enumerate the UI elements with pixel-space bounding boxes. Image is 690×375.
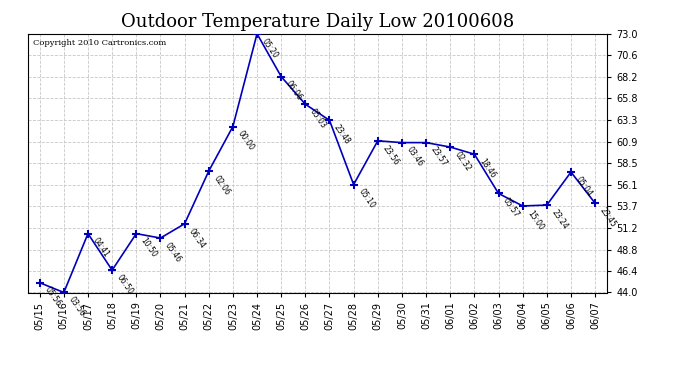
Text: 06:06: 06:06 [284, 80, 304, 102]
Text: 05:20: 05:20 [260, 36, 279, 60]
Text: 23:45: 23:45 [598, 206, 618, 229]
Title: Outdoor Temperature Daily Low 20100608: Outdoor Temperature Daily Low 20100608 [121, 13, 514, 31]
Text: 15:00: 15:00 [526, 209, 545, 232]
Text: 05:46: 05:46 [164, 241, 183, 264]
Text: 00:00: 00:00 [236, 129, 255, 153]
Text: 23:56: 23:56 [381, 144, 400, 166]
Text: 05:03: 05:03 [308, 107, 328, 130]
Text: 03:56: 03:56 [67, 295, 86, 318]
Text: 03:46: 03:46 [405, 146, 424, 169]
Text: 23:24: 23:24 [550, 208, 569, 231]
Text: Copyright 2010 Cartronics.com: Copyright 2010 Cartronics.com [33, 39, 167, 47]
Text: 05:56: 05:56 [43, 285, 62, 309]
Text: 18:46: 18:46 [477, 157, 497, 180]
Text: 05:04: 05:04 [574, 175, 593, 198]
Text: 04:41: 04:41 [91, 236, 110, 260]
Text: 06:50: 06:50 [115, 273, 135, 296]
Text: 05:10: 05:10 [357, 188, 376, 210]
Text: 10:50: 10:50 [139, 236, 159, 260]
Text: 23:57: 23:57 [429, 146, 448, 168]
Text: 05:57: 05:57 [502, 196, 521, 219]
Text: 02:32: 02:32 [453, 150, 473, 173]
Text: 06:34: 06:34 [188, 226, 207, 250]
Text: 02:06: 02:06 [212, 174, 231, 197]
Text: 23:48: 23:48 [333, 123, 352, 146]
